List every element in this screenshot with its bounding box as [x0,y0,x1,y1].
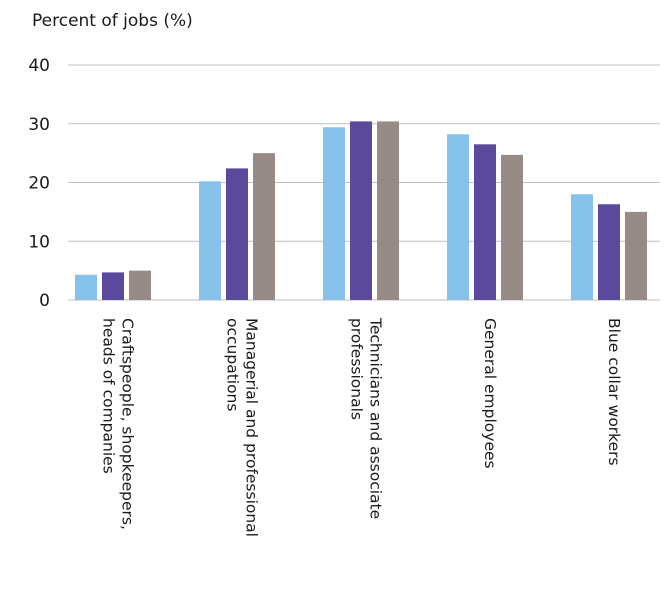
category-label-line: Blue collar workers [605,318,623,466]
bar-5-series-3 [625,211,647,300]
category-labels: Craftspeople, shopkeepers,heads of compa… [100,317,624,537]
y-tick-labels: 0 10 20 30 40 [28,56,50,311]
y-tick-label: 20 [28,174,50,194]
y-tick-label: 30 [28,115,50,135]
bar-2-series-2 [226,168,248,300]
category-label-line: Technicians and associate [367,317,385,519]
category-label-line: occupations [224,318,242,411]
y-tick-label: 10 [28,232,50,252]
bars [75,121,647,301]
bar-4-series-3 [501,154,523,300]
y-tick-label: 0 [39,291,50,311]
category-label-1: Craftspeople, shopkeepers,heads of compa… [100,318,137,530]
bar-3-series-1 [323,127,345,301]
bar-2-series-3 [253,153,275,300]
category-label-line: General employees [481,318,499,469]
bar-3-series-3 [377,121,399,301]
category-label-line: professionals [348,318,366,420]
bar-4-series-2 [474,144,496,300]
bar-4-series-1 [447,134,469,300]
y-axis-label: Percent of jobs (%) [32,11,193,31]
y-tick-label: 40 [28,56,50,76]
bar-5-series-1 [571,194,593,300]
bar-5-series-2 [598,204,620,300]
category-label-4: General employees [481,318,499,469]
category-label-line: Craftspeople, shopkeepers, [119,318,137,530]
bar-1-series-2 [102,272,124,300]
category-label-line: Managerial and professional [243,318,261,537]
bar-2-series-1 [199,181,221,300]
bar-3-series-2 [350,121,372,301]
bar-1-series-3 [129,270,151,300]
bar-1-series-1 [75,274,97,300]
category-label-5: Blue collar workers [605,318,623,466]
category-label-line: heads of companies [100,318,118,474]
